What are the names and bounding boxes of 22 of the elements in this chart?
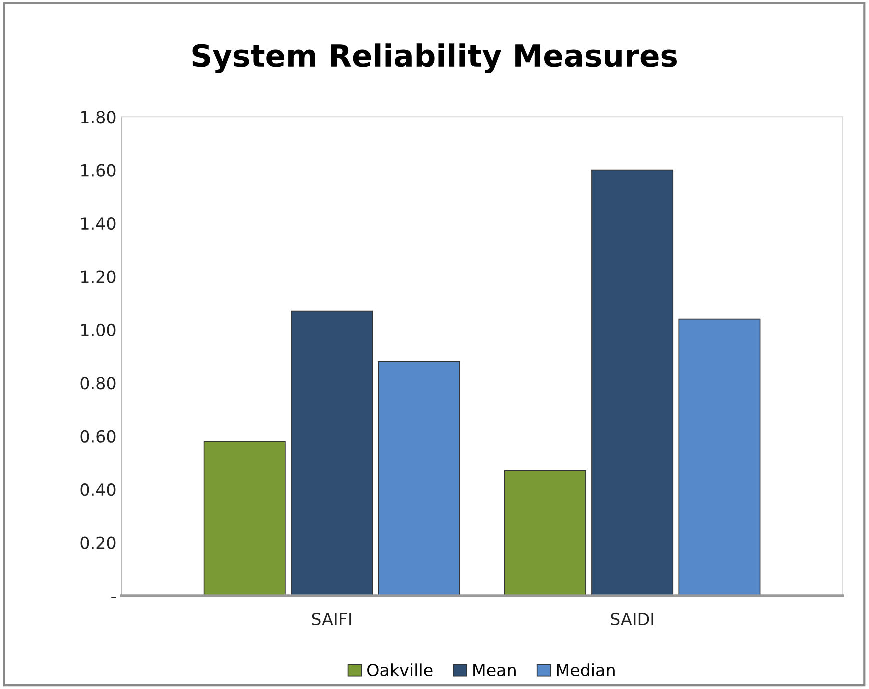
bar (291, 310, 374, 596)
bar (378, 361, 460, 596)
bar (204, 441, 286, 596)
y-tick-label: 1.60 (82, 164, 116, 177)
legend-label: Oakville (368, 664, 433, 677)
y-tick-label: - (112, 597, 116, 598)
y-tick-label: 0.60 (80, 430, 116, 443)
chart-title: System Reliability Measures (192, 44, 677, 74)
y-tick-label: 1.80 (82, 111, 116, 124)
y-tick-label: 1.20 (82, 270, 116, 284)
y-tick-label: 1.40 (82, 218, 116, 230)
y-tick-label: 0.20 (80, 536, 116, 550)
y-tick-label: 0.80 (80, 377, 116, 390)
x-tick-label: SAIFI (312, 612, 352, 626)
bar (504, 470, 586, 596)
y-tick-label: 1.00 (82, 324, 116, 337)
bar (592, 170, 674, 596)
y-tick-label: 0.40 (80, 484, 116, 496)
x-tick-label: SAIDI (611, 612, 654, 626)
legend-label: Median (557, 664, 615, 677)
legend-label: Mean (474, 664, 516, 677)
bar (678, 318, 761, 596)
